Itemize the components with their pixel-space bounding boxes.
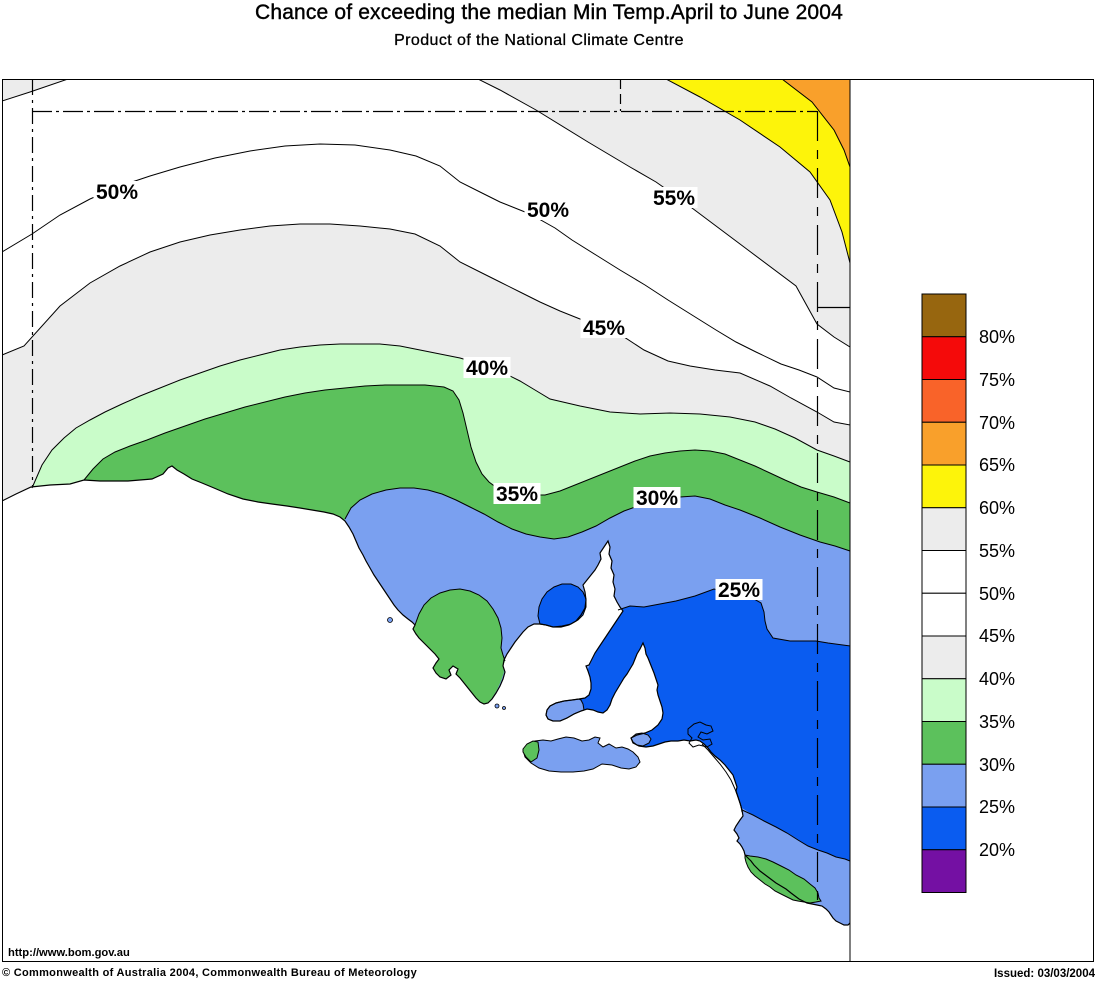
- svg-text:40%: 40%: [979, 669, 1015, 689]
- svg-text:20%: 20%: [979, 840, 1015, 860]
- svg-text:30%: 30%: [636, 487, 678, 510]
- svg-text:55%: 55%: [979, 541, 1015, 561]
- svg-text:45%: 45%: [979, 626, 1015, 646]
- svg-text:25%: 25%: [718, 579, 760, 602]
- svg-text:25%: 25%: [979, 797, 1015, 817]
- svg-text:© Commonwealth of Australia 20: © Commonwealth of Australia 2004, Common…: [2, 967, 418, 979]
- svg-text:Product of the National Climat: Product of the National Climate Centre: [394, 32, 684, 49]
- svg-text:50%: 50%: [527, 199, 569, 222]
- svg-text:60%: 60%: [979, 498, 1015, 518]
- svg-text:50%: 50%: [96, 181, 138, 204]
- svg-text:80%: 80%: [979, 327, 1015, 347]
- svg-text:35%: 35%: [979, 712, 1015, 732]
- svg-text:75%: 75%: [979, 370, 1015, 390]
- svg-text:40%: 40%: [466, 357, 508, 380]
- svg-text:30%: 30%: [979, 755, 1015, 775]
- svg-text:Issued: 03/03/2004: Issued: 03/03/2004: [994, 968, 1096, 980]
- svg-text:35%: 35%: [496, 483, 538, 506]
- svg-text:http://www.bom.gov.au: http://www.bom.gov.au: [8, 947, 130, 959]
- svg-text:Chance of exceeding the median: Chance of exceeding the median Min Temp.…: [255, 1, 843, 24]
- svg-text:70%: 70%: [979, 413, 1015, 433]
- svg-text:55%: 55%: [653, 187, 695, 210]
- svg-text:50%: 50%: [979, 584, 1015, 604]
- svg-text:45%: 45%: [583, 317, 625, 340]
- svg-text:65%: 65%: [979, 455, 1015, 475]
